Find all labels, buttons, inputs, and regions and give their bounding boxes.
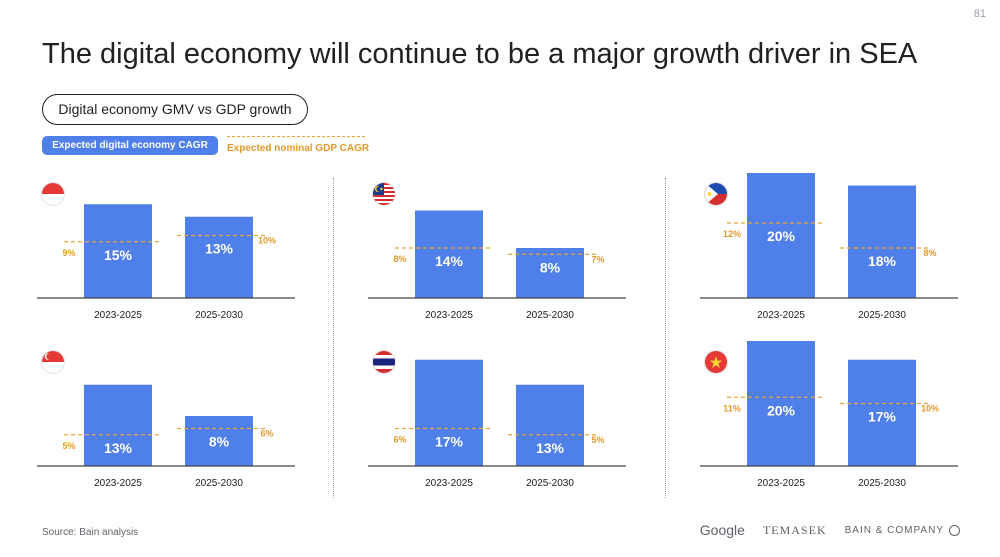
category-label: 2023-2025 bbox=[757, 478, 805, 489]
category-label: 2023-2025 bbox=[94, 310, 142, 321]
digital-cagr-bar bbox=[84, 204, 152, 298]
philippines-chart: 12% 8% 20% 2023-2025 18% 2025-2030 bbox=[700, 170, 960, 330]
digital-cagr-value-label: 8% bbox=[209, 434, 230, 450]
digital-cagr-bar bbox=[848, 359, 916, 466]
singapore-chart: 5% 6% 13% 2023-2025 8% 2025-2030 bbox=[37, 338, 297, 498]
digital-cagr-value-label: 8% bbox=[540, 259, 561, 275]
digital-cagr-bar bbox=[516, 248, 584, 298]
google-logo: Google bbox=[699, 522, 745, 538]
gdp-cagr-label: 10% bbox=[921, 404, 939, 414]
digital-cagr-bar bbox=[185, 416, 253, 466]
category-label: 2023-2025 bbox=[425, 478, 473, 489]
legend-gdp-cagr: Expected nominal GDP CAGR bbox=[227, 136, 369, 155]
malaysia-chart-svg: 8% 7% 14% 2023-2025 8% 2025-2030 bbox=[368, 210, 626, 321]
source-note: Source: Bain analysis bbox=[42, 527, 139, 538]
category-label: 2025-2030 bbox=[858, 478, 906, 489]
digital-cagr-bar bbox=[415, 359, 483, 466]
page-number: 81 bbox=[973, 8, 986, 20]
legend-digital-cagr: Expected digital economy CAGR bbox=[42, 136, 218, 155]
column-divider bbox=[333, 178, 334, 498]
digital-cagr-value-label: 17% bbox=[868, 409, 897, 425]
digital-cagr-value-label: 20% bbox=[767, 402, 796, 418]
indonesia-chart: 9% 10% 15% 2023-2025 13% 2025-2030 bbox=[37, 170, 297, 330]
digital-cagr-bar bbox=[747, 341, 815, 466]
digital-cagr-value-label: 17% bbox=[435, 434, 464, 450]
vietnam-chart-svg: 11% 10% 20% 2023-2025 17% 2025-2030 bbox=[700, 341, 958, 489]
philippines-chart-svg: 12% 8% 20% 2023-2025 18% 2025-2030 bbox=[700, 173, 958, 321]
gdp-cagr-label: 12% bbox=[723, 229, 741, 239]
digital-cagr-bar bbox=[848, 185, 916, 298]
gdp-cagr-label: 8% bbox=[393, 254, 406, 264]
category-label: 2025-2030 bbox=[526, 478, 574, 489]
page-title: The digital economy will continue to be … bbox=[42, 38, 918, 70]
chart-subtitle: Digital economy GMV vs GDP growth bbox=[42, 94, 308, 125]
partner-logos: Google TEMASEK BAIN & COMPANY bbox=[700, 522, 960, 538]
singapore-chart-svg: 5% 6% 13% 2023-2025 8% 2025-2030 bbox=[37, 384, 295, 489]
column-divider bbox=[665, 178, 666, 498]
vietnam-chart: 11% 10% 20% 2023-2025 17% 2025-2030 bbox=[700, 338, 960, 498]
category-label: 2025-2030 bbox=[195, 310, 243, 321]
indonesia-flag-icon bbox=[42, 183, 64, 205]
malaysia-chart: 8% 7% 14% 2023-2025 8% 2025-2030 bbox=[368, 170, 628, 330]
bain-circle-icon bbox=[949, 524, 960, 536]
digital-cagr-value-label: 13% bbox=[205, 241, 234, 257]
digital-cagr-value-label: 20% bbox=[767, 228, 796, 244]
digital-cagr-value-label: 13% bbox=[536, 440, 565, 456]
digital-cagr-value-label: 13% bbox=[104, 440, 133, 456]
category-label: 2023-2025 bbox=[757, 310, 805, 321]
digital-cagr-bar bbox=[84, 384, 152, 466]
gdp-cagr-label: 5% bbox=[62, 441, 75, 451]
category-label: 2023-2025 bbox=[425, 310, 473, 321]
digital-cagr-value-label: 14% bbox=[435, 253, 464, 269]
digital-cagr-bar bbox=[516, 384, 584, 466]
gdp-cagr-label: 7% bbox=[591, 254, 604, 264]
gdp-cagr-label: 9% bbox=[62, 248, 75, 258]
malaysia-flag-icon bbox=[373, 183, 395, 205]
singapore-flag-icon bbox=[42, 351, 64, 373]
category-label: 2025-2030 bbox=[526, 310, 574, 321]
gdp-cagr-label: 5% bbox=[591, 435, 604, 445]
category-label: 2025-2030 bbox=[195, 478, 243, 489]
thailand-chart: 6% 5% 17% 2023-2025 13% 2025-2030 bbox=[368, 338, 628, 498]
digital-cagr-bar bbox=[415, 210, 483, 298]
thailand-chart-svg: 6% 5% 17% 2023-2025 13% 2025-2030 bbox=[368, 359, 626, 489]
digital-cagr-bar bbox=[185, 216, 253, 298]
gdp-cagr-label: 6% bbox=[260, 429, 273, 439]
digital-cagr-value-label: 18% bbox=[868, 253, 897, 269]
category-label: 2025-2030 bbox=[858, 310, 906, 321]
gdp-cagr-label: 10% bbox=[258, 236, 276, 246]
bain-logo-text: BAIN & COMPANY bbox=[844, 524, 944, 536]
thailand-flag-icon bbox=[373, 351, 395, 373]
digital-cagr-value-label: 15% bbox=[104, 247, 133, 263]
vietnam-flag-icon bbox=[705, 351, 727, 373]
temasek-logo: TEMASEK bbox=[762, 522, 827, 537]
category-label: 2023-2025 bbox=[94, 478, 142, 489]
gdp-cagr-label: 8% bbox=[923, 248, 936, 258]
gdp-cagr-label: 6% bbox=[393, 435, 406, 445]
philippines-flag-icon bbox=[705, 183, 727, 205]
bain-logo: BAIN & COMPANY bbox=[844, 524, 960, 536]
digital-cagr-bar bbox=[747, 173, 815, 298]
gdp-cagr-label: 11% bbox=[723, 403, 741, 413]
indonesia-chart-svg: 9% 10% 15% 2023-2025 13% 2025-2030 bbox=[37, 204, 295, 321]
